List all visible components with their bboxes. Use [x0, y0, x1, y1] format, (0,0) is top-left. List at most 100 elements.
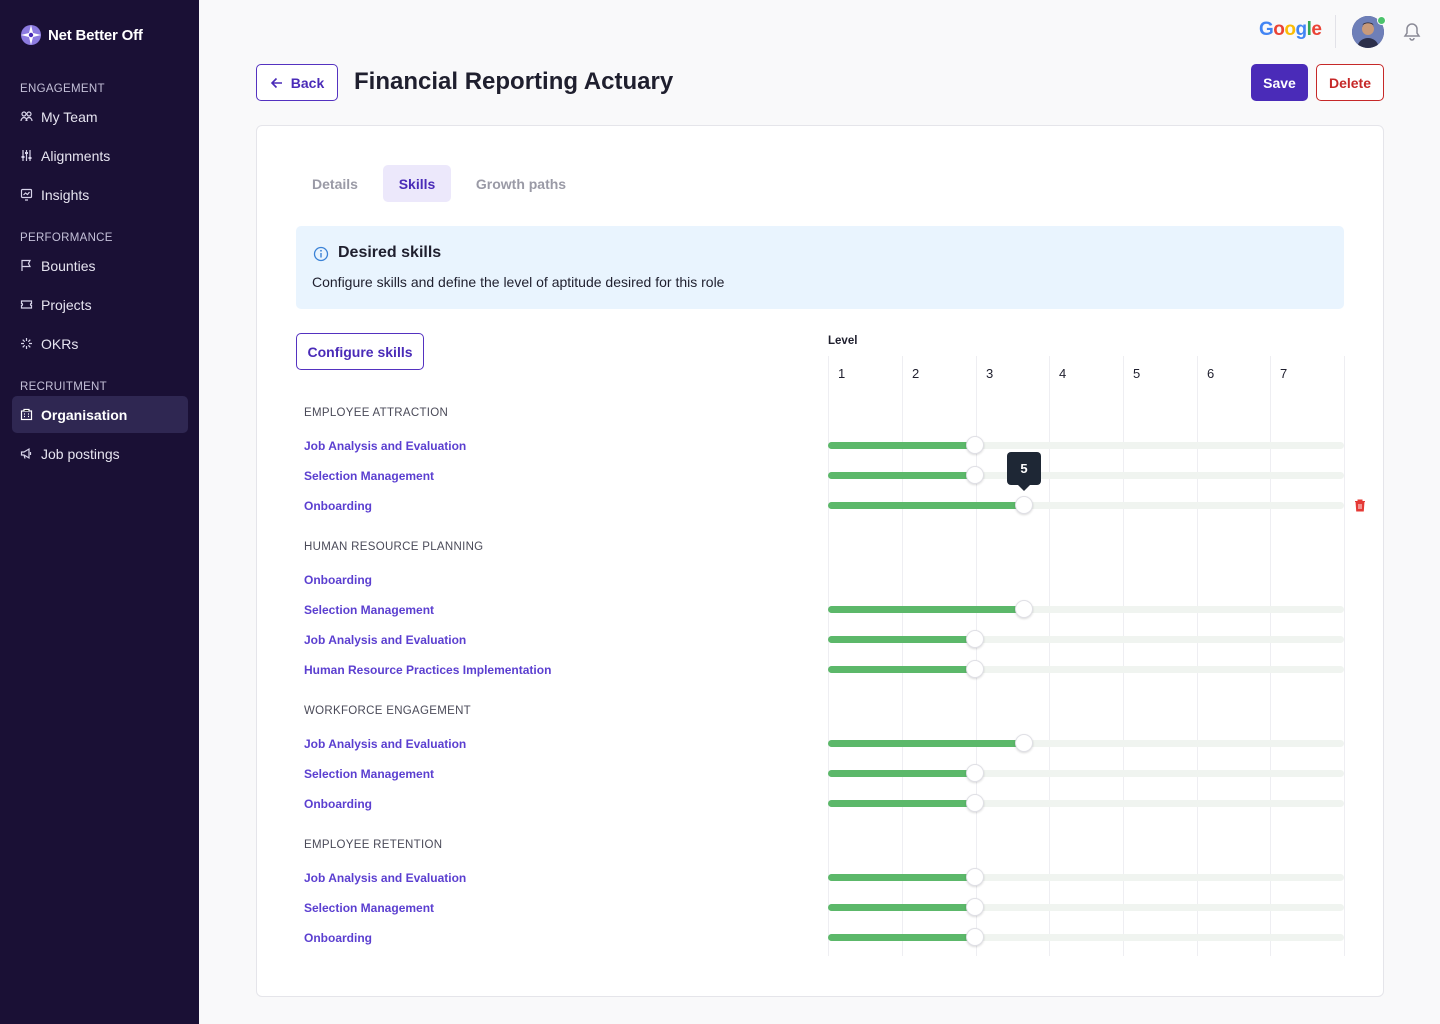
- level-number: 1: [838, 366, 846, 381]
- skill-name-link[interactable]: Selection Management: [304, 767, 435, 781]
- level-slider-thumb[interactable]: [1015, 496, 1033, 514]
- level-slider-thumb[interactable]: [966, 868, 984, 886]
- team-icon: [20, 110, 33, 123]
- level-slider-track[interactable]: [828, 740, 1344, 747]
- section-label-performance: PERFORMANCE: [20, 232, 113, 244]
- info-title: Desired skills: [338, 244, 442, 261]
- tab-skills[interactable]: Skills: [383, 165, 451, 202]
- level-number: 3: [986, 366, 994, 381]
- level-label: Level: [828, 335, 858, 347]
- skill-group-label: EMPLOYEE ATTRACTION: [304, 407, 449, 419]
- skill-name-link[interactable]: Job Analysis and Evaluation: [304, 439, 467, 453]
- sidebar-item-label: Projects: [41, 296, 92, 313]
- level-slider-fill: [828, 606, 1024, 613]
- trash-icon[interactable]: [1354, 499, 1366, 512]
- level-slider-track[interactable]: [828, 472, 1344, 479]
- sidebar-item-label: OKRs: [41, 335, 79, 352]
- skill-name-link[interactable]: Selection Management: [304, 603, 435, 617]
- bell-icon[interactable]: [1401, 21, 1423, 43]
- ticket-icon: [20, 298, 33, 311]
- app-name: Net Better Off: [48, 26, 143, 44]
- skill-name-link[interactable]: Job Analysis and Evaluation: [304, 633, 467, 647]
- sidebar-item-projects[interactable]: Projects: [12, 286, 188, 323]
- level-slider-fill: [828, 770, 975, 777]
- sidebar-item-label: Alignments: [41, 147, 111, 164]
- level-slider-track[interactable]: [828, 800, 1344, 807]
- level-slider-track[interactable]: [828, 606, 1344, 613]
- info-description: Configure skills and define the level of…: [312, 274, 725, 290]
- back-label: Back: [290, 74, 325, 91]
- info-icon: [313, 246, 329, 262]
- flag-icon: [20, 259, 33, 272]
- level-slider-thumb[interactable]: [966, 436, 984, 454]
- insights-icon: [20, 188, 33, 201]
- sidebar-item-organisation[interactable]: Organisation: [12, 396, 188, 433]
- sidebar-item-insights[interactable]: Insights: [12, 176, 188, 213]
- level-slider-fill: [828, 502, 1024, 509]
- level-slider-thumb[interactable]: [966, 928, 984, 946]
- app-logo[interactable]: Net Better Off: [20, 24, 143, 46]
- sidebar-item-label: Insights: [41, 186, 90, 203]
- level-grid-line: [902, 356, 903, 956]
- level-number: 7: [1280, 366, 1288, 381]
- level-slider-thumb[interactable]: [966, 630, 984, 648]
- back-button[interactable]: Back: [256, 64, 338, 101]
- sidebar-item-job-postings[interactable]: Job postings: [12, 435, 188, 472]
- skill-name-link[interactable]: Onboarding: [304, 573, 372, 587]
- logo-icon: [20, 24, 42, 46]
- level-slider-track[interactable]: [828, 636, 1344, 643]
- level-slider-track[interactable]: [828, 502, 1344, 509]
- skill-name-link[interactable]: Human Resource Practices Implementation: [304, 663, 552, 677]
- level-number: 6: [1207, 366, 1215, 381]
- arrow-left-icon: [270, 76, 284, 90]
- sidebar-item-my-team[interactable]: My Team: [12, 98, 188, 135]
- tab-growth-paths[interactable]: Growth paths: [475, 175, 567, 192]
- skill-name-link[interactable]: Selection Management: [304, 469, 435, 483]
- sidebar-item-alignments[interactable]: Alignments: [12, 137, 188, 174]
- sidebar-item-bounties[interactable]: Bounties: [12, 247, 188, 284]
- level-slider-thumb[interactable]: [1015, 600, 1033, 618]
- level-slider-thumb[interactable]: [966, 466, 984, 484]
- level-grid-line: [976, 356, 977, 956]
- level-slider-thumb[interactable]: [966, 898, 984, 916]
- level-grid-line: [1197, 356, 1198, 956]
- level-grid-line: [1270, 356, 1271, 956]
- save-button[interactable]: Save: [1251, 64, 1308, 101]
- level-grid-line: [828, 356, 829, 956]
- configure-skills-button[interactable]: Configure skills: [296, 333, 424, 370]
- level-number: 2: [912, 366, 920, 381]
- level-slider-thumb[interactable]: [966, 794, 984, 812]
- organisation-icon: [20, 408, 33, 421]
- delete-button[interactable]: Delete: [1316, 64, 1384, 101]
- skill-name-link[interactable]: Onboarding: [304, 797, 372, 811]
- sliders-icon: [20, 149, 33, 162]
- level-number: 5: [1133, 366, 1141, 381]
- level-number: 4: [1059, 366, 1067, 381]
- sidebar-item-label: Job postings: [41, 445, 120, 462]
- level-slider-track[interactable]: [828, 934, 1344, 941]
- topbar-divider: [1335, 15, 1336, 48]
- level-slider-thumb[interactable]: [966, 764, 984, 782]
- level-slider-track[interactable]: [828, 666, 1344, 673]
- level-slider-thumb[interactable]: [966, 660, 984, 678]
- level-slider-track[interactable]: [828, 442, 1344, 449]
- level-slider-track[interactable]: [828, 904, 1344, 911]
- skill-name-link[interactable]: Onboarding: [304, 931, 372, 945]
- level-tooltip: 5: [1007, 452, 1041, 485]
- skill-name-link[interactable]: Job Analysis and Evaluation: [304, 871, 467, 885]
- sidebar-item-okrs[interactable]: OKRs: [12, 325, 188, 362]
- tab-details[interactable]: Details: [312, 175, 358, 192]
- level-slider-track[interactable]: [828, 874, 1344, 881]
- level-slider-fill: [828, 636, 975, 643]
- level-slider-thumb[interactable]: [1015, 734, 1033, 752]
- skill-group-label: EMPLOYEE RETENTION: [304, 839, 443, 851]
- level-slider-fill: [828, 472, 975, 479]
- skill-name-link[interactable]: Onboarding: [304, 499, 372, 513]
- level-slider-fill: [828, 934, 975, 941]
- page-title: Financial Reporting Actuary: [354, 68, 674, 95]
- skill-name-link[interactable]: Selection Management: [304, 901, 435, 915]
- level-slider-track[interactable]: [828, 770, 1344, 777]
- level-grid-line: [1049, 356, 1050, 956]
- skill-name-link[interactable]: Job Analysis and Evaluation: [304, 737, 467, 751]
- sidebar-item-label: My Team: [41, 108, 98, 125]
